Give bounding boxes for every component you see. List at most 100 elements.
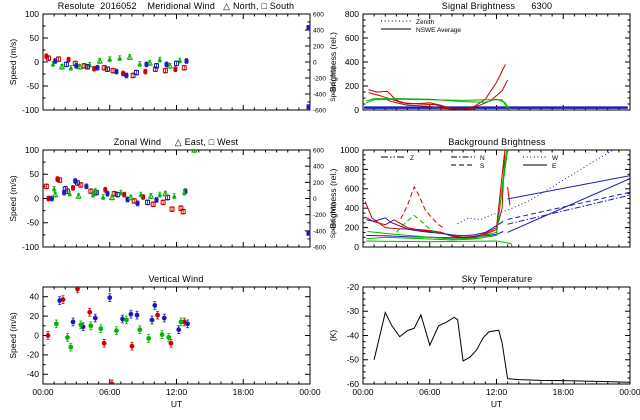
svg-text:600: 600 (345, 33, 359, 43)
svg-text:00:00: 00:00 (32, 387, 54, 397)
panel-5: 00:00 06:00 12:00 18:00 00:00 UT -20 -30 -40 -50 -… (328, 282, 640, 409)
svg-text:200: 200 (313, 44, 324, 51)
svg-text:-200: -200 (313, 212, 326, 219)
panel-4-data (45, 286, 191, 384)
svg-text:0: 0 (34, 57, 39, 67)
series-red-b (364, 154, 505, 239)
svg-text:-200: -200 (313, 76, 326, 83)
svg-text:400: 400 (313, 28, 324, 35)
series-red-1 (368, 64, 506, 110)
svg-text:50: 50 (30, 33, 40, 43)
svg-text:600: 600 (313, 12, 324, 19)
svg-text:-600: -600 (313, 245, 326, 252)
svg-text:18:00: 18:00 (553, 387, 575, 397)
panel-1: 0 200 400 600 800 Brightness (rel.) ZenithNSWE… (328, 9, 631, 115)
series-green-2 (366, 98, 511, 110)
svg-text:0: 0 (34, 193, 39, 203)
svg-text:600: 600 (313, 148, 324, 155)
svg-text:12:00: 12:00 (166, 387, 188, 397)
svg-text:1000: 1000 (340, 145, 359, 155)
panel-0-data (44, 53, 189, 79)
panel-title-sky-temperature: Sky Temperature (461, 274, 533, 284)
panel-0: 100 50 0 -50 -100 600 400 200 0 -200 -400 -600 Speed… (8, 9, 337, 115)
svg-text:-40: -40 (347, 330, 360, 340)
svg-text:800: 800 (345, 164, 359, 174)
series-red-dash-spike (400, 185, 446, 230)
series-red-2 (368, 79, 509, 110)
svg-text:(K): (K) (328, 330, 338, 342)
svg-text:Brightness (rel.): Brightness (rel.) (328, 32, 338, 92)
panel-5-data (373, 311, 630, 383)
panel-3-data (364, 149, 630, 247)
series-blue-dash-S (507, 191, 630, 220)
series-blue-E2 (507, 175, 630, 200)
svg-text:Z: Z (410, 155, 414, 162)
svg-text:50: 50 (30, 169, 40, 179)
svg-text:18:00: 18:00 (233, 387, 255, 397)
series-red-tail (507, 186, 511, 206)
svg-text:-100: -100 (22, 242, 39, 252)
panel-title-background-brightness: Background Brightness (448, 137, 546, 147)
svg-text:100: 100 (25, 145, 39, 155)
svg-text:-50: -50 (27, 81, 40, 91)
svg-text:Speed (m/s): Speed (m/s) (8, 312, 18, 358)
panel-1-data (364, 64, 628, 110)
series-blue-E1 (507, 178, 630, 233)
svg-text:-30: -30 (347, 306, 360, 316)
svg-text:0: 0 (354, 242, 359, 252)
svg-text:400: 400 (313, 164, 324, 171)
svg-text:00:00: 00:00 (299, 387, 321, 397)
svg-text:-50: -50 (347, 355, 360, 365)
svg-text:06:00: 06:00 (419, 387, 441, 397)
series-green-low (366, 240, 513, 247)
svg-text:100: 100 (25, 9, 39, 19)
svg-text:N: N (480, 155, 485, 162)
svg-text:40: 40 (30, 292, 40, 302)
svg-text:0: 0 (34, 330, 39, 340)
svg-text:400: 400 (345, 57, 359, 67)
svg-text:800: 800 (345, 9, 359, 19)
series-blue-dashdot-N (507, 194, 630, 225)
svg-text:UT: UT (491, 399, 502, 409)
series-green-1 (366, 98, 512, 110)
svg-text:200: 200 (345, 222, 359, 232)
panel-4: 00:00 06:00 12:00 18:00 00:00 UT 40 20 0 -20 -40 Sp… (8, 286, 321, 409)
svg-text:Zenith: Zenith (416, 19, 434, 26)
series-sky-temp (373, 311, 630, 383)
svg-text:NSWE Average: NSWE Average (416, 27, 461, 34)
svg-text:-60: -60 (347, 379, 360, 389)
panel-title-meridional-wind: Resolute 2016052 Meridional Wind △ North… (57, 1, 295, 11)
svg-text:600: 600 (345, 184, 359, 194)
svg-text:-20: -20 (27, 350, 40, 360)
panel-title-vertical-wind: Vertical Wind (148, 274, 204, 284)
svg-text:Speed (m/s): Speed (m/s) (330, 66, 337, 101)
svg-text:400: 400 (345, 203, 359, 213)
svg-text:0: 0 (313, 196, 317, 203)
series-green-dash-spike (396, 214, 439, 236)
svg-text:200: 200 (313, 180, 324, 187)
svg-text:20: 20 (30, 311, 40, 321)
panel-2: 100 50 0 -50 -100 600 400 200 0 -200 -400 -600 Speed… (8, 145, 337, 252)
svg-text:0: 0 (313, 60, 317, 67)
svg-text:12:00: 12:00 (486, 387, 508, 397)
svg-text:Speed (m/s): Speed (m/s) (8, 175, 18, 221)
panel-2-data (43, 149, 198, 215)
series-green-a (366, 149, 507, 241)
panel-3: 0 200 400 600 800 1000 Brightness (rel.) Z NS WE (328, 145, 631, 252)
svg-text:-600: -600 (313, 108, 326, 115)
series-blue-low (366, 231, 504, 239)
svg-text:-400: -400 (313, 228, 326, 235)
svg-text:Brightness (rel.): Brightness (rel.) (328, 168, 338, 228)
svg-text:-50: -50 (27, 218, 40, 228)
svg-text:0: 0 (354, 105, 359, 115)
series-blue-dot-W (457, 149, 614, 225)
svg-text:-400: -400 (313, 92, 326, 99)
panel-title-zonal-wind: Zonal Wind △ East, □ West (113, 137, 239, 147)
svg-text:W: W (552, 155, 559, 162)
svg-text:-100: -100 (22, 105, 39, 115)
svg-text:Speed (m/s): Speed (m/s) (8, 39, 18, 85)
svg-text:-40: -40 (27, 369, 40, 379)
svg-text:200: 200 (345, 81, 359, 91)
